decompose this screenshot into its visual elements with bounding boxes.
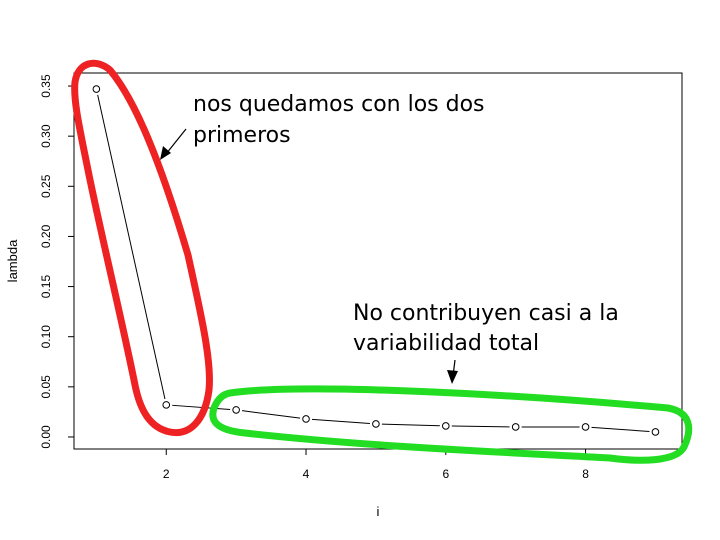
series-segment xyxy=(242,410,301,419)
arrow-remaining xyxy=(447,359,458,384)
data-point xyxy=(651,428,660,436)
y-tick-label: 0.25 xyxy=(39,174,53,198)
series-segment xyxy=(591,426,650,433)
arrow-first-two xyxy=(160,128,187,160)
y-tick-label: 0.30 xyxy=(39,124,53,148)
data-point xyxy=(232,406,240,414)
data-point xyxy=(372,420,380,428)
annotation-remaining-line-1: No contribuyen casi a la xyxy=(353,301,619,326)
x-axis: 2 4 6 8 xyxy=(163,448,589,481)
series-segment xyxy=(451,425,510,428)
series-segment xyxy=(381,423,440,427)
y-axis-title: lambda xyxy=(5,239,20,282)
series-lambda xyxy=(92,85,660,436)
y-tick-label: 0.20 xyxy=(39,224,53,248)
y-tick-label: 0.35 xyxy=(39,74,53,98)
y-tick-label: 0.15 xyxy=(39,275,53,299)
x-axis-title: i xyxy=(377,504,380,519)
data-point xyxy=(441,422,450,430)
y-tick-label: 0.00 xyxy=(39,425,53,449)
y-tick-label: 0.10 xyxy=(39,325,53,349)
highlight-first-two xyxy=(71,59,213,437)
series-segment xyxy=(172,404,231,410)
annotation-remaining-line-2: variabilidad total xyxy=(353,331,539,356)
series-segment xyxy=(311,418,370,425)
x-tick-label: 6 xyxy=(442,467,449,481)
series-segment xyxy=(97,94,166,400)
annotation-first-two-line-1: nos quedamos con los dos xyxy=(193,92,485,117)
data-point xyxy=(511,423,520,431)
data-point xyxy=(302,415,310,423)
y-axis: 0.00 0.05 0.10 0.15 0.20 0.25 0.30 0.35 xyxy=(39,74,75,449)
data-point xyxy=(162,401,171,409)
x-tick-label: 4 xyxy=(303,467,310,481)
x-tick-label: 8 xyxy=(582,467,589,481)
highlight-remaining xyxy=(209,385,693,464)
data-point xyxy=(581,423,590,431)
annotation-first-two-line-2: primeros xyxy=(193,123,291,148)
x-tick-label: 2 xyxy=(163,467,170,481)
data-point xyxy=(92,85,101,93)
y-tick-label: 0.05 xyxy=(39,375,53,399)
